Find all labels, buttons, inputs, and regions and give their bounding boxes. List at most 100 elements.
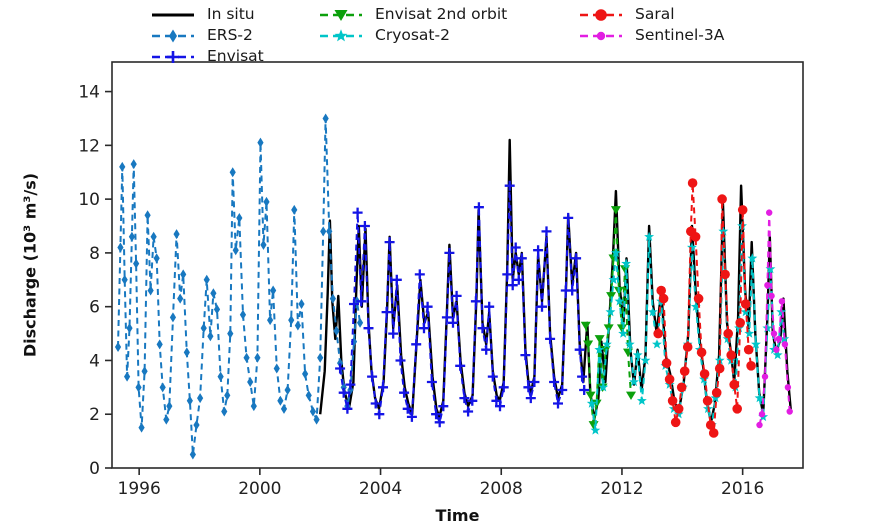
triangle-down-marker-icon xyxy=(626,391,637,401)
plus-marker-icon xyxy=(473,202,484,213)
triangle-down-marker-icon xyxy=(583,340,594,349)
plus-marker-icon xyxy=(422,301,433,312)
y-tick-label: 4 xyxy=(89,351,100,371)
star-marker-icon xyxy=(644,231,655,241)
thin-diamond-marker-icon xyxy=(183,347,190,358)
plus-marker-icon xyxy=(545,333,556,344)
thin-diamond-marker-icon xyxy=(189,449,196,460)
thin-diamond-marker-icon xyxy=(114,342,122,353)
circle-marker-icon xyxy=(740,299,751,309)
x-tick-label: 2016 xyxy=(721,479,764,499)
plus-marker-icon xyxy=(510,242,521,253)
circle-marker-icon xyxy=(670,417,681,428)
circle-marker-icon xyxy=(735,318,745,328)
plus-marker-icon xyxy=(520,350,531,361)
series-line xyxy=(657,182,753,434)
plus-marker-icon xyxy=(363,323,374,334)
circle-marker-icon xyxy=(775,335,783,343)
thin-diamond-marker-icon xyxy=(126,323,133,334)
thin-diamond-marker-icon xyxy=(186,395,193,406)
star-marker-icon xyxy=(751,339,761,349)
circle-marker-icon xyxy=(743,344,754,355)
star-marker-icon xyxy=(652,339,662,349)
plus-marker-icon xyxy=(438,401,449,412)
thin-diamond-marker-icon xyxy=(153,253,160,264)
series-sentinel-3a xyxy=(756,209,793,429)
y-tick-label: 12 xyxy=(78,136,100,156)
thin-diamond-marker-icon xyxy=(347,385,354,396)
y-tick-label: 10 xyxy=(78,190,100,210)
plus-marker-icon xyxy=(434,417,445,428)
circle-marker-icon xyxy=(708,428,719,438)
plus-marker-icon xyxy=(370,398,381,409)
plus-marker-icon xyxy=(470,296,481,307)
plus-marker-icon xyxy=(374,409,385,420)
plus-marker-icon xyxy=(411,339,422,350)
star-marker-icon xyxy=(747,253,758,263)
star-marker-icon xyxy=(621,258,632,268)
circle-marker-icon xyxy=(693,293,704,304)
circle-marker-icon xyxy=(756,421,763,429)
plus-marker-icon xyxy=(338,387,349,398)
plus-marker-icon xyxy=(563,212,574,223)
thin-diamond-marker-icon xyxy=(232,245,239,256)
plus-marker-icon xyxy=(529,377,540,387)
thin-diamond-marker-icon xyxy=(180,269,187,280)
x-tick-label: 2008 xyxy=(480,479,523,499)
circle-marker-icon xyxy=(702,396,713,406)
plus-marker-icon xyxy=(525,393,536,404)
circle-marker-icon xyxy=(778,298,786,305)
circle-marker-icon xyxy=(679,366,690,377)
thin-diamond-marker-icon xyxy=(329,293,336,304)
plus-marker-icon xyxy=(388,328,399,339)
circle-marker-icon xyxy=(673,404,684,414)
plus-marker-icon xyxy=(441,312,452,323)
star-marker-icon xyxy=(590,425,601,435)
thin-diamond-marker-icon xyxy=(217,371,224,382)
thin-diamond-marker-icon xyxy=(288,315,295,326)
circle-marker-icon xyxy=(720,269,730,280)
thin-diamond-marker-icon xyxy=(117,242,124,253)
x-tick-label: 2000 xyxy=(238,479,281,499)
circle-marker-icon xyxy=(656,285,666,296)
circle-marker-icon xyxy=(717,194,727,204)
y-tick-label: 8 xyxy=(89,244,100,264)
thin-diamond-marker-icon xyxy=(260,239,267,250)
plus-marker-icon xyxy=(579,385,590,395)
plus-marker-icon xyxy=(431,409,442,420)
plus-marker-icon xyxy=(516,253,527,264)
x-axis-ticks: 1996 2000 2004 2008 2012 2016 xyxy=(118,468,764,499)
plus-marker-icon xyxy=(498,382,509,393)
star-marker-icon xyxy=(586,398,597,408)
thin-diamond-marker-icon xyxy=(130,159,137,170)
thin-diamond-marker-icon xyxy=(254,352,261,363)
plus-marker-icon xyxy=(349,299,359,309)
plus-marker-icon xyxy=(537,301,547,312)
plus-marker-icon xyxy=(426,377,437,387)
circle-marker-icon xyxy=(676,382,687,393)
thin-diamond-marker-icon xyxy=(267,315,274,326)
plus-marker-icon xyxy=(477,323,488,334)
x-tick-label: 2012 xyxy=(600,479,643,499)
thin-diamond-marker-icon xyxy=(135,382,142,393)
star-marker-icon xyxy=(754,392,765,403)
star-marker-icon xyxy=(618,328,629,338)
star-marker-icon xyxy=(598,382,609,392)
circle-marker-icon xyxy=(726,350,736,360)
thin-diamond-marker-icon xyxy=(193,419,200,430)
thin-diamond-marker-icon xyxy=(163,414,170,425)
thin-diamond-marker-icon xyxy=(322,113,329,124)
thin-diamond-marker-icon xyxy=(156,339,163,350)
thin-diamond-marker-icon xyxy=(169,312,177,323)
circle-marker-icon xyxy=(761,373,769,380)
plus-marker-icon xyxy=(381,307,392,318)
circle-marker-icon xyxy=(690,232,701,242)
y-tick-label: 0 xyxy=(89,459,100,479)
plus-marker-icon xyxy=(574,344,585,355)
plus-marker-icon xyxy=(553,398,563,409)
plus-marker-icon xyxy=(467,395,478,406)
thin-diamond-marker-icon xyxy=(138,422,145,433)
y-tick-label: 6 xyxy=(89,298,100,318)
plus-marker-icon xyxy=(399,387,410,398)
